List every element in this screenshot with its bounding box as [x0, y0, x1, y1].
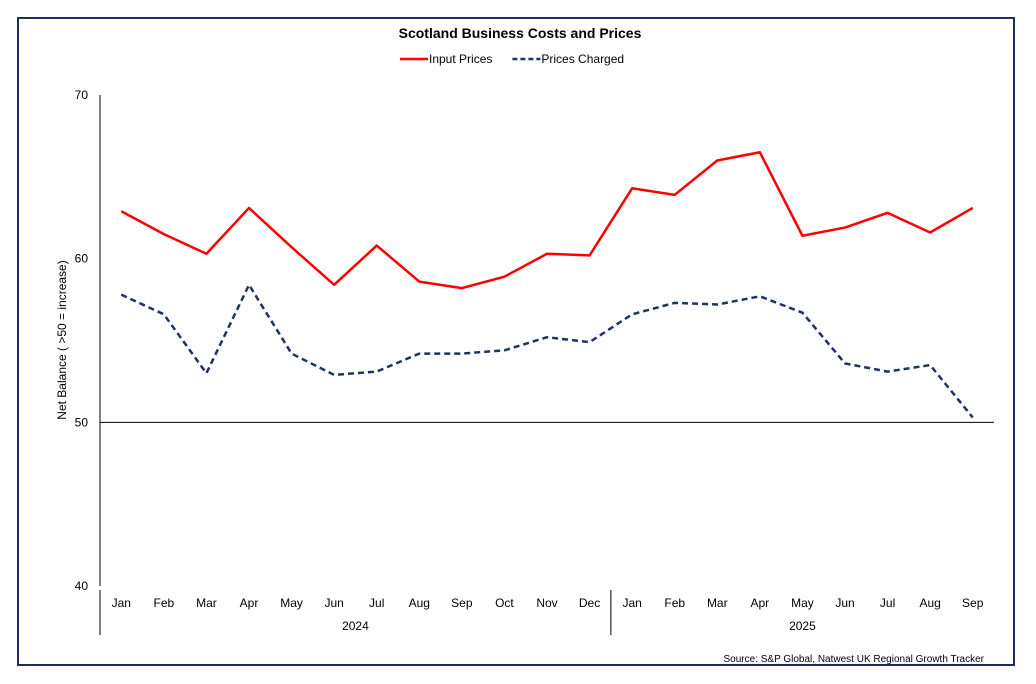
- x-tick-label: Jul: [880, 596, 895, 610]
- x-tick-label: Jun: [324, 596, 343, 610]
- year-label: 2024: [342, 619, 369, 633]
- x-tick-label: Mar: [196, 596, 217, 610]
- x-tick-label: Sep: [962, 596, 984, 610]
- y-axis-label: Net Balance ( >50 = increase): [55, 260, 69, 419]
- chart-frame: [17, 17, 1015, 666]
- x-tick-label: Feb: [154, 596, 175, 610]
- series-line-input-prices: [120, 151, 974, 290]
- series-group: [120, 151, 974, 419]
- x-tick-label: Aug: [919, 596, 940, 610]
- x-tick-label: May: [791, 596, 814, 610]
- source-note: Source: S&P Global, Natwest UK Regional …: [724, 654, 985, 665]
- y-tick-label: 60: [75, 252, 89, 266]
- legend-label: Prices Charged: [541, 52, 624, 66]
- x-tick-label: May: [280, 596, 303, 610]
- x-tick-label: Jul: [369, 596, 384, 610]
- y-tick-label: 70: [75, 88, 89, 102]
- legend-label: Input Prices: [429, 52, 492, 66]
- y-tick-label: 40: [75, 579, 89, 593]
- chart-title: Scotland Business Costs and Prices: [399, 25, 642, 41]
- year-label: 2025: [789, 619, 816, 633]
- x-tick-label: Jan: [112, 596, 131, 610]
- x-tick-label: Nov: [536, 596, 557, 610]
- axes: 40 50 60 70 Jan Feb Mar Apr May Jun Jul Aug Sep Oct No…: [75, 88, 994, 635]
- x-tick-label: Aug: [409, 596, 430, 610]
- x-tick-label: Sep: [451, 596, 473, 610]
- series-line-prices-charged: [120, 283, 974, 419]
- x-tick-label: Dec: [579, 596, 600, 610]
- y-tick-label: 50: [75, 415, 89, 429]
- x-tick-label: Apr: [751, 596, 770, 610]
- x-tick-label: Feb: [664, 596, 685, 610]
- x-tick-label: Oct: [495, 596, 514, 610]
- x-tick-label: Jan: [622, 596, 641, 610]
- x-tick-label: Jun: [835, 596, 854, 610]
- legend: Input Prices Prices Charged: [400, 52, 624, 66]
- x-tick-label: Apr: [240, 596, 259, 610]
- x-tick-label: Mar: [707, 596, 728, 610]
